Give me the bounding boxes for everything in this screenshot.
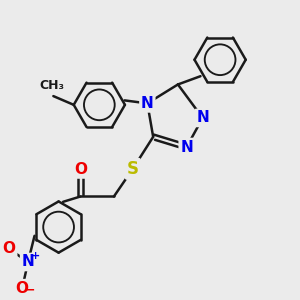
Text: +: + bbox=[31, 250, 40, 261]
Text: N: N bbox=[141, 96, 154, 111]
Text: N: N bbox=[196, 110, 209, 125]
Text: N: N bbox=[180, 140, 193, 154]
Text: O: O bbox=[3, 242, 16, 256]
Text: −: − bbox=[25, 283, 36, 296]
Text: O: O bbox=[74, 162, 87, 177]
Text: CH₃: CH₃ bbox=[39, 79, 64, 92]
Text: O: O bbox=[16, 281, 29, 296]
Text: S: S bbox=[127, 160, 139, 178]
Text: N: N bbox=[22, 254, 34, 269]
